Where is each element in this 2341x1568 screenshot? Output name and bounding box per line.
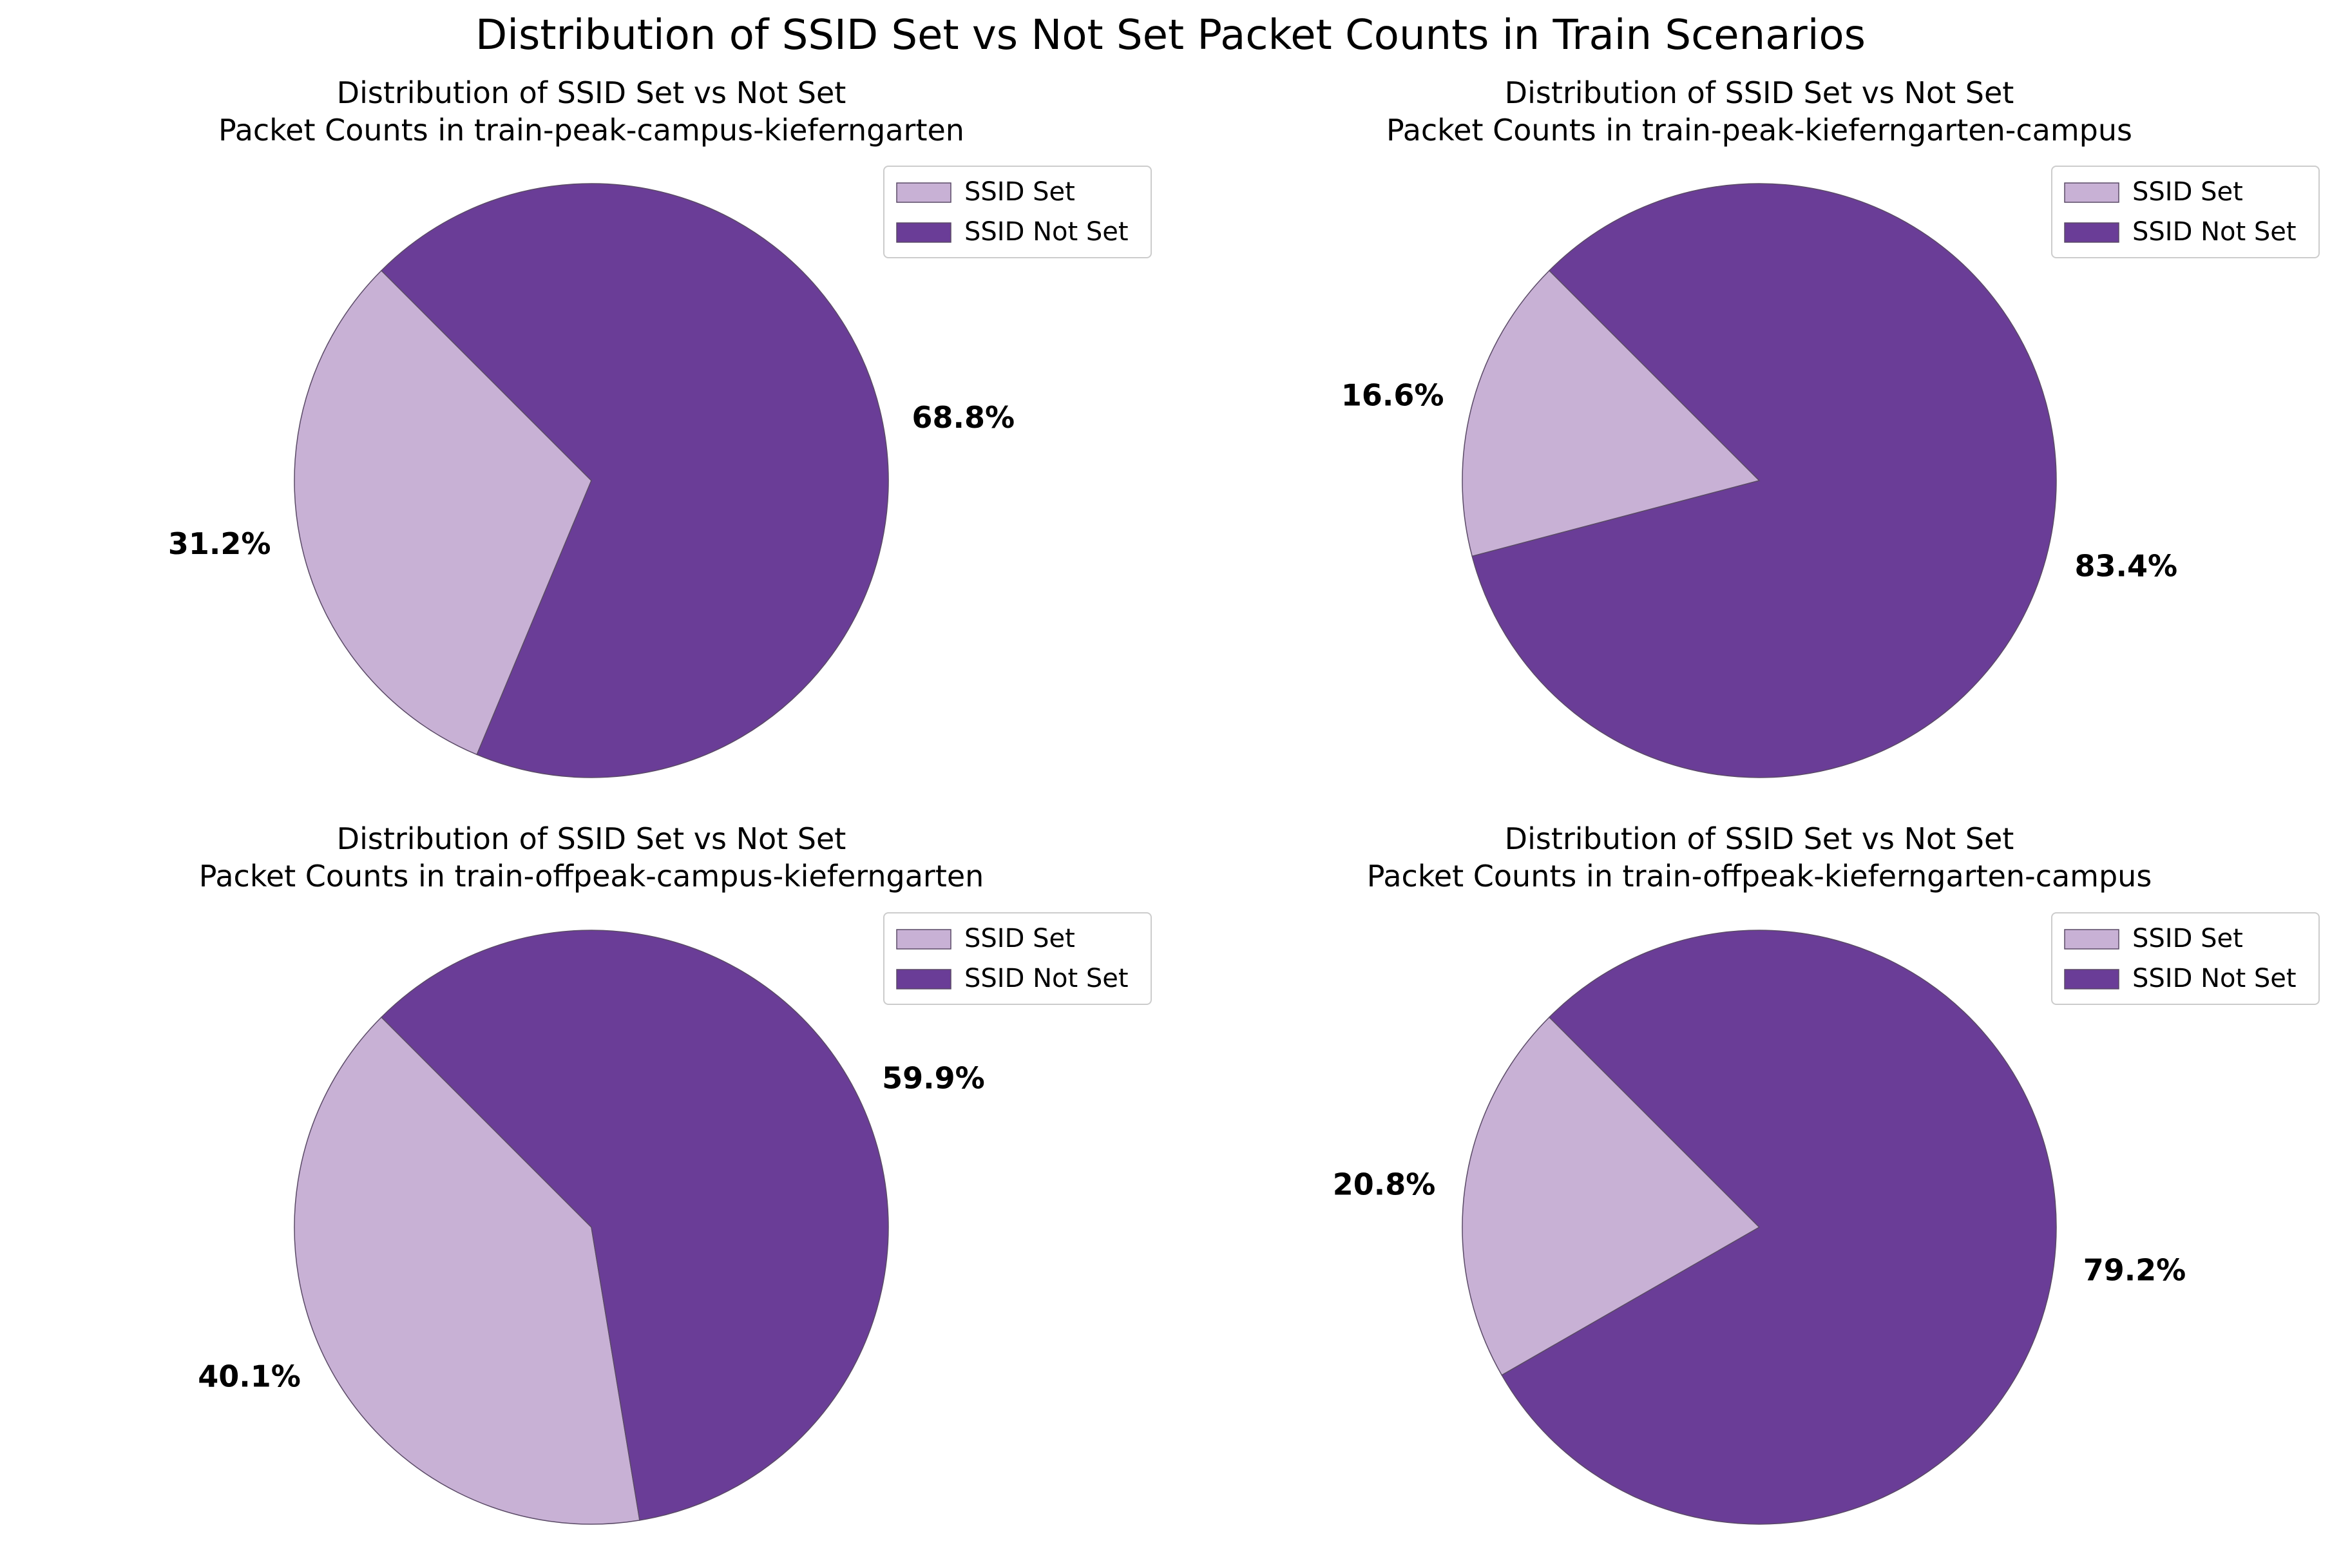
slice-ssid-set [1462,269,1761,557]
pie-chart-3: Distribution of SSID Set vs Not SetPacke… [198,821,1152,1525]
legend-swatch-ssid-set [896,182,951,203]
slice-percent-label: 79.2% [2083,1253,2186,1288]
slice-ssid-set [1462,1016,1761,1376]
chart-title-line: Packet Counts in train-offpeak-kiefernga… [1367,859,2152,894]
slice-ssid-not-set [1501,930,2057,1525]
legend: SSID Set SSID Not Set [2051,166,2320,258]
pie-chart-2: Distribution of SSID Set vs Not SetPacke… [1341,75,2320,778]
chart-title-line: Distribution of SSID Set vs Not Set [1505,75,2014,110]
slice-percent-label: 83.4% [2075,548,2178,583]
chart-title-line: Distribution of SSID Set vs Not Set [337,75,846,110]
legend-label: SSID Set [964,177,1075,207]
legend-swatch-ssid-not-set [896,222,951,243]
legend-swatch-ssid-set [896,929,951,950]
legend: SSID Set SSID Not Set [2051,912,2320,1005]
legend: SSID Set SSID Not Set [883,912,1152,1005]
legend-swatch-ssid-set [2064,929,2119,950]
pie-chart-1: Distribution of SSID Set vs Not SetPacke… [168,75,1152,778]
chart-title-line: Distribution of SSID Set vs Not Set [1505,821,2014,856]
legend-label: SSID Not Set [964,217,1129,247]
legend-label: SSID Not Set [964,964,1129,993]
legend-swatch-ssid-not-set [896,969,951,990]
slice-percent-label: 16.6% [1341,378,1444,413]
legend-label: SSID Set [2132,924,2243,953]
slice-percent-label: 59.9% [882,1060,985,1095]
chart-title-line: Distribution of SSID Set vs Not Set [337,821,846,856]
slice-ssid-set [294,269,592,756]
slice-percent-label: 31.2% [168,526,271,561]
slice-ssid-set [294,1016,640,1525]
figure-title: Distribution of SSID Set vs Not Set Pack… [475,12,1866,59]
legend-swatch-ssid-set [2064,182,2119,203]
slice-ssid-not-set [380,930,889,1521]
legend: SSID Set SSID Not Set [883,166,1152,258]
legend-label: SSID Not Set [2132,217,2297,247]
legend-swatch-ssid-not-set [2064,222,2119,243]
legend-label: SSID Set [964,924,1075,953]
slice-percent-label: 68.8% [912,400,1015,435]
legend-swatch-ssid-not-set [2064,969,2119,990]
slice-ssid-not-set [1471,183,2057,778]
chart-title-line: Packet Counts in train-peak-kieferngarte… [1386,113,2132,148]
chart-title-line: Packet Counts in train-offpeak-campus-ki… [199,859,984,894]
slice-ssid-not-set [380,183,889,778]
slice-percent-label: 40.1% [198,1359,301,1394]
pie-chart-4: Distribution of SSID Set vs Not SetPacke… [1333,821,2320,1525]
legend-label: SSID Set [2132,177,2243,207]
chart-title-line: Packet Counts in train-peak-campus-kiefe… [218,113,964,148]
slice-percent-label: 20.8% [1333,1167,1436,1201]
legend-label: SSID Not Set [2132,964,2297,993]
